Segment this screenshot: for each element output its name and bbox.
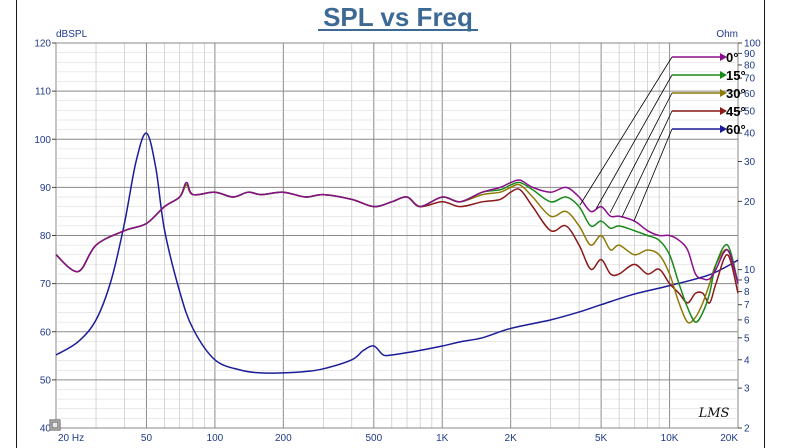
left-tick-label: 110 bbox=[35, 87, 51, 98]
left-axis-label: dBSPL bbox=[56, 29, 88, 40]
x-tick-label: 20 Hz bbox=[58, 433, 84, 444]
x-tick-label: 1K bbox=[436, 433, 449, 444]
legend-leader bbox=[621, 110, 673, 218]
right-tick-label: 4 bbox=[744, 355, 750, 366]
right-tick-label: 60 bbox=[744, 89, 756, 100]
frame-border-left bbox=[16, 0, 17, 448]
right-tick-label: 100 bbox=[744, 39, 761, 50]
right-tick-label: 5 bbox=[744, 333, 750, 344]
right-tick-label: 3 bbox=[744, 384, 750, 395]
left-tick-label: 50 bbox=[40, 375, 52, 386]
x-tick-label: 20K bbox=[720, 433, 738, 444]
legend-arrow bbox=[720, 125, 727, 133]
x-tick-label: 5K bbox=[595, 433, 608, 444]
right-tick-label: 40 bbox=[744, 129, 756, 140]
x-tick-label: 100 bbox=[207, 433, 224, 444]
left-tick-label: 100 bbox=[34, 135, 51, 146]
series-line-0 bbox=[55, 179, 739, 284]
legend-leader bbox=[633, 128, 673, 222]
x-tick-label: 500 bbox=[365, 433, 382, 444]
legend-arrow bbox=[720, 53, 727, 61]
x-tick-label: 2K bbox=[505, 433, 518, 444]
legend-arrow bbox=[720, 89, 727, 97]
right-tick-label: 90 bbox=[744, 49, 756, 60]
legend-leader bbox=[595, 74, 673, 210]
watermark-lms: LMS bbox=[698, 406, 730, 421]
frame-border-right bbox=[764, 0, 765, 448]
right-tick-label: 20 bbox=[744, 197, 756, 208]
legend-label: 60° bbox=[726, 122, 746, 137]
right-tick-label: 8 bbox=[744, 287, 750, 298]
left-tick-label: 60 bbox=[40, 327, 52, 338]
left-tick-label: 80 bbox=[40, 231, 52, 242]
legend: 0° 15° 30° 45° 60° bbox=[579, 50, 746, 222]
right-tick-label: 50 bbox=[744, 107, 756, 118]
left-tick-label: 90 bbox=[40, 183, 52, 194]
right-tick-label: 80 bbox=[744, 60, 756, 71]
right-tick-label: 7 bbox=[744, 300, 750, 311]
axes: 4050607080901001101202345678910203040506… bbox=[34, 39, 761, 445]
legend-label: 45° bbox=[726, 104, 746, 119]
legend-leader bbox=[579, 56, 673, 206]
left-tick-label: 120 bbox=[34, 39, 51, 50]
right-tick-label: 2 bbox=[744, 424, 750, 435]
legend-label: 0° bbox=[726, 50, 738, 65]
x-tick-label: 50 bbox=[141, 433, 153, 444]
right-tick-label: 70 bbox=[744, 74, 756, 85]
legend-label: 15° bbox=[726, 68, 746, 83]
right-tick-label: 9 bbox=[744, 275, 750, 286]
series-lines bbox=[55, 132, 739, 374]
grid bbox=[55, 42, 739, 429]
legend-label: 30° bbox=[726, 86, 746, 101]
right-tick-label: 6 bbox=[744, 315, 750, 326]
left-tick-label: 40 bbox=[40, 424, 52, 435]
legend-leader bbox=[609, 92, 673, 214]
corner-icon bbox=[49, 419, 61, 431]
chart-title: SPL vs Freq bbox=[323, 2, 473, 32]
legend-arrow bbox=[720, 71, 727, 79]
legend-arrow bbox=[720, 107, 727, 115]
left-tick-label: 70 bbox=[40, 279, 52, 290]
x-tick-label: 10K bbox=[661, 433, 679, 444]
right-tick-label: 30 bbox=[744, 157, 756, 168]
series-line-4 bbox=[55, 132, 739, 374]
right-axis-label: Ohm bbox=[716, 29, 738, 40]
right-tick-label: 10 bbox=[744, 265, 756, 276]
x-tick-label: 200 bbox=[275, 433, 292, 444]
